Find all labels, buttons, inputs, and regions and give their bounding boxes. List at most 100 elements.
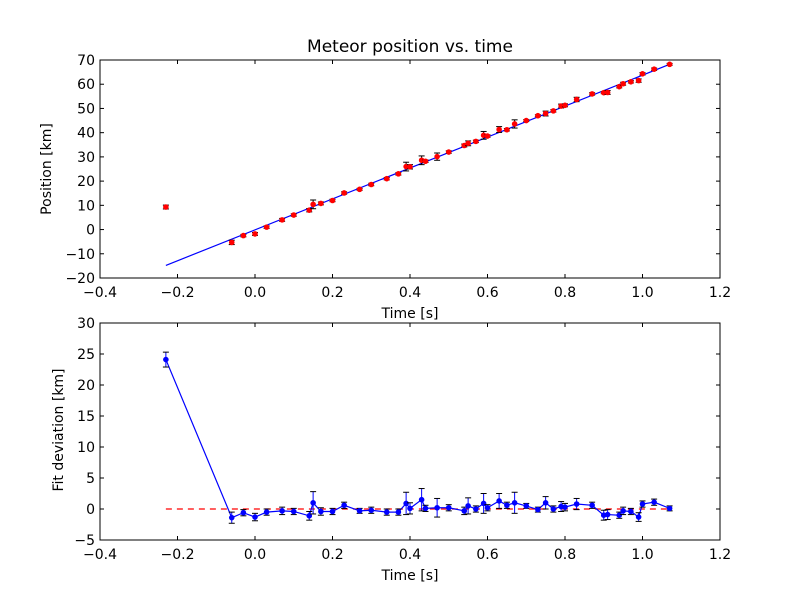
position-point [511, 121, 518, 127]
position-point [465, 140, 471, 147]
deviation-point [418, 496, 425, 503]
deviation-marks [162, 351, 673, 524]
position-point [395, 171, 402, 177]
position-x-axis-label: Time [s] [381, 306, 439, 322]
position-point [240, 232, 247, 239]
deviation-x-axis-label: Time [s] [381, 568, 439, 584]
deviation-point [504, 502, 510, 509]
deviation-point [290, 508, 297, 515]
deviation-point [651, 499, 657, 505]
position-point [496, 126, 502, 133]
position-x-tick-label: −0.2 [161, 285, 195, 301]
deviation-point [356, 508, 363, 514]
deviation-line [165, 359, 670, 519]
deviation-point [473, 506, 479, 512]
position-x-tick-label: 1.0 [631, 285, 653, 301]
fit-line [165, 63, 670, 266]
position-x-tick-label: 1.2 [709, 285, 731, 301]
deviation-point [542, 500, 549, 506]
position-point [341, 190, 347, 196]
deviation-point [589, 502, 595, 509]
deviation-chart: −0.4 −0.2 0.0 0.2 0.4 0.6 0.8 1.0 1.2 −5 0 5 10 15 20 2… [51, 316, 731, 584]
deviation-point [445, 504, 452, 511]
deviation-y-tick-label: −5 [74, 533, 95, 549]
position-marks [162, 61, 673, 266]
position-point [535, 112, 541, 119]
deviation-x-tick-label: 0.6 [476, 547, 498, 563]
deviation-x-tick-label: 0.2 [321, 547, 343, 563]
deviation-point [318, 508, 324, 515]
position-point [368, 181, 375, 188]
deviation-y-tick-label: 10 [77, 440, 95, 456]
position-point [523, 117, 530, 124]
deviation-point [496, 498, 502, 504]
chart-title: Meteor position vs. time [307, 37, 513, 57]
position-y-tick-label: 20 [77, 174, 95, 190]
deviation-point [403, 500, 409, 507]
deviation-point [511, 500, 518, 506]
deviation-x-tick-label: −0.2 [161, 547, 195, 563]
position-y-tick-label: 70 [77, 53, 95, 69]
position-point [604, 89, 611, 96]
position-x-tick-label: 0.6 [476, 285, 498, 301]
deviation-y-tick-label: 0 [86, 502, 95, 518]
position-point [504, 126, 510, 133]
position-point [473, 138, 479, 145]
position-plot-frame [99, 59, 721, 279]
deviation-plot-frame [99, 322, 721, 541]
deviation-x-tick-label: −0.4 [83, 547, 117, 563]
deviation-x-tick-label: 0.0 [244, 547, 266, 563]
deviation-point [163, 356, 169, 363]
position-point [562, 102, 568, 109]
deviation-point [395, 509, 402, 515]
position-ticks: −0.4 −0.2 0.0 0.2 0.4 0.6 0.8 1.0 1.2 −20 −10 0 10 20… [65, 53, 731, 301]
position-point [445, 149, 452, 155]
deviation-point [228, 514, 235, 521]
deviation-point [279, 508, 285, 514]
deviation-point [368, 507, 375, 514]
position-point [639, 71, 646, 77]
position-x-tick-label: 0.0 [244, 285, 266, 301]
position-point [252, 231, 258, 237]
deviation-point [263, 509, 270, 515]
deviation-point [461, 508, 468, 514]
deviation-y-tick-label: 5 [86, 471, 95, 487]
position-y-tick-label: 60 [77, 77, 95, 93]
position-y-axis-label: Position [km] [39, 123, 55, 215]
position-point [422, 158, 429, 165]
position-point [310, 201, 316, 208]
deviation-y-tick-label: 30 [77, 316, 95, 332]
position-y-tick-label: 0 [86, 223, 95, 239]
deviation-point [616, 512, 623, 519]
position-x-tick-label: −0.4 [83, 285, 117, 301]
position-y-tick-label: 50 [77, 101, 95, 117]
position-point [318, 200, 324, 207]
position-point [542, 110, 549, 117]
position-point [651, 66, 657, 73]
position-point [434, 153, 440, 160]
deviation-point [666, 505, 673, 512]
position-point [383, 175, 390, 182]
position-point [356, 186, 363, 193]
position-point [484, 133, 491, 139]
deviation-point [523, 503, 530, 509]
deviation-y-tick-label: 15 [77, 409, 95, 425]
deviation-point [383, 509, 390, 515]
position-point [329, 197, 336, 204]
position-point [628, 79, 634, 85]
deviation-x-tick-label: 0.4 [399, 547, 421, 563]
position-point [279, 217, 285, 223]
deviation-point [573, 501, 580, 507]
deviation-point [422, 505, 429, 512]
deviation-point [550, 506, 557, 512]
position-point [407, 164, 413, 170]
deviation-ticks: −0.4 −0.2 0.0 0.2 0.4 0.6 0.8 1.0 1.2 −5 0 5 10 15 20 2… [74, 316, 731, 563]
deviation-point [434, 504, 440, 511]
position-y-tick-label: 40 [77, 126, 95, 142]
position-point [290, 212, 297, 218]
deviation-point [306, 513, 313, 519]
position-point [228, 239, 235, 246]
position-y-tick-label: −20 [65, 271, 95, 287]
position-x-tick-label: 0.2 [321, 285, 343, 301]
